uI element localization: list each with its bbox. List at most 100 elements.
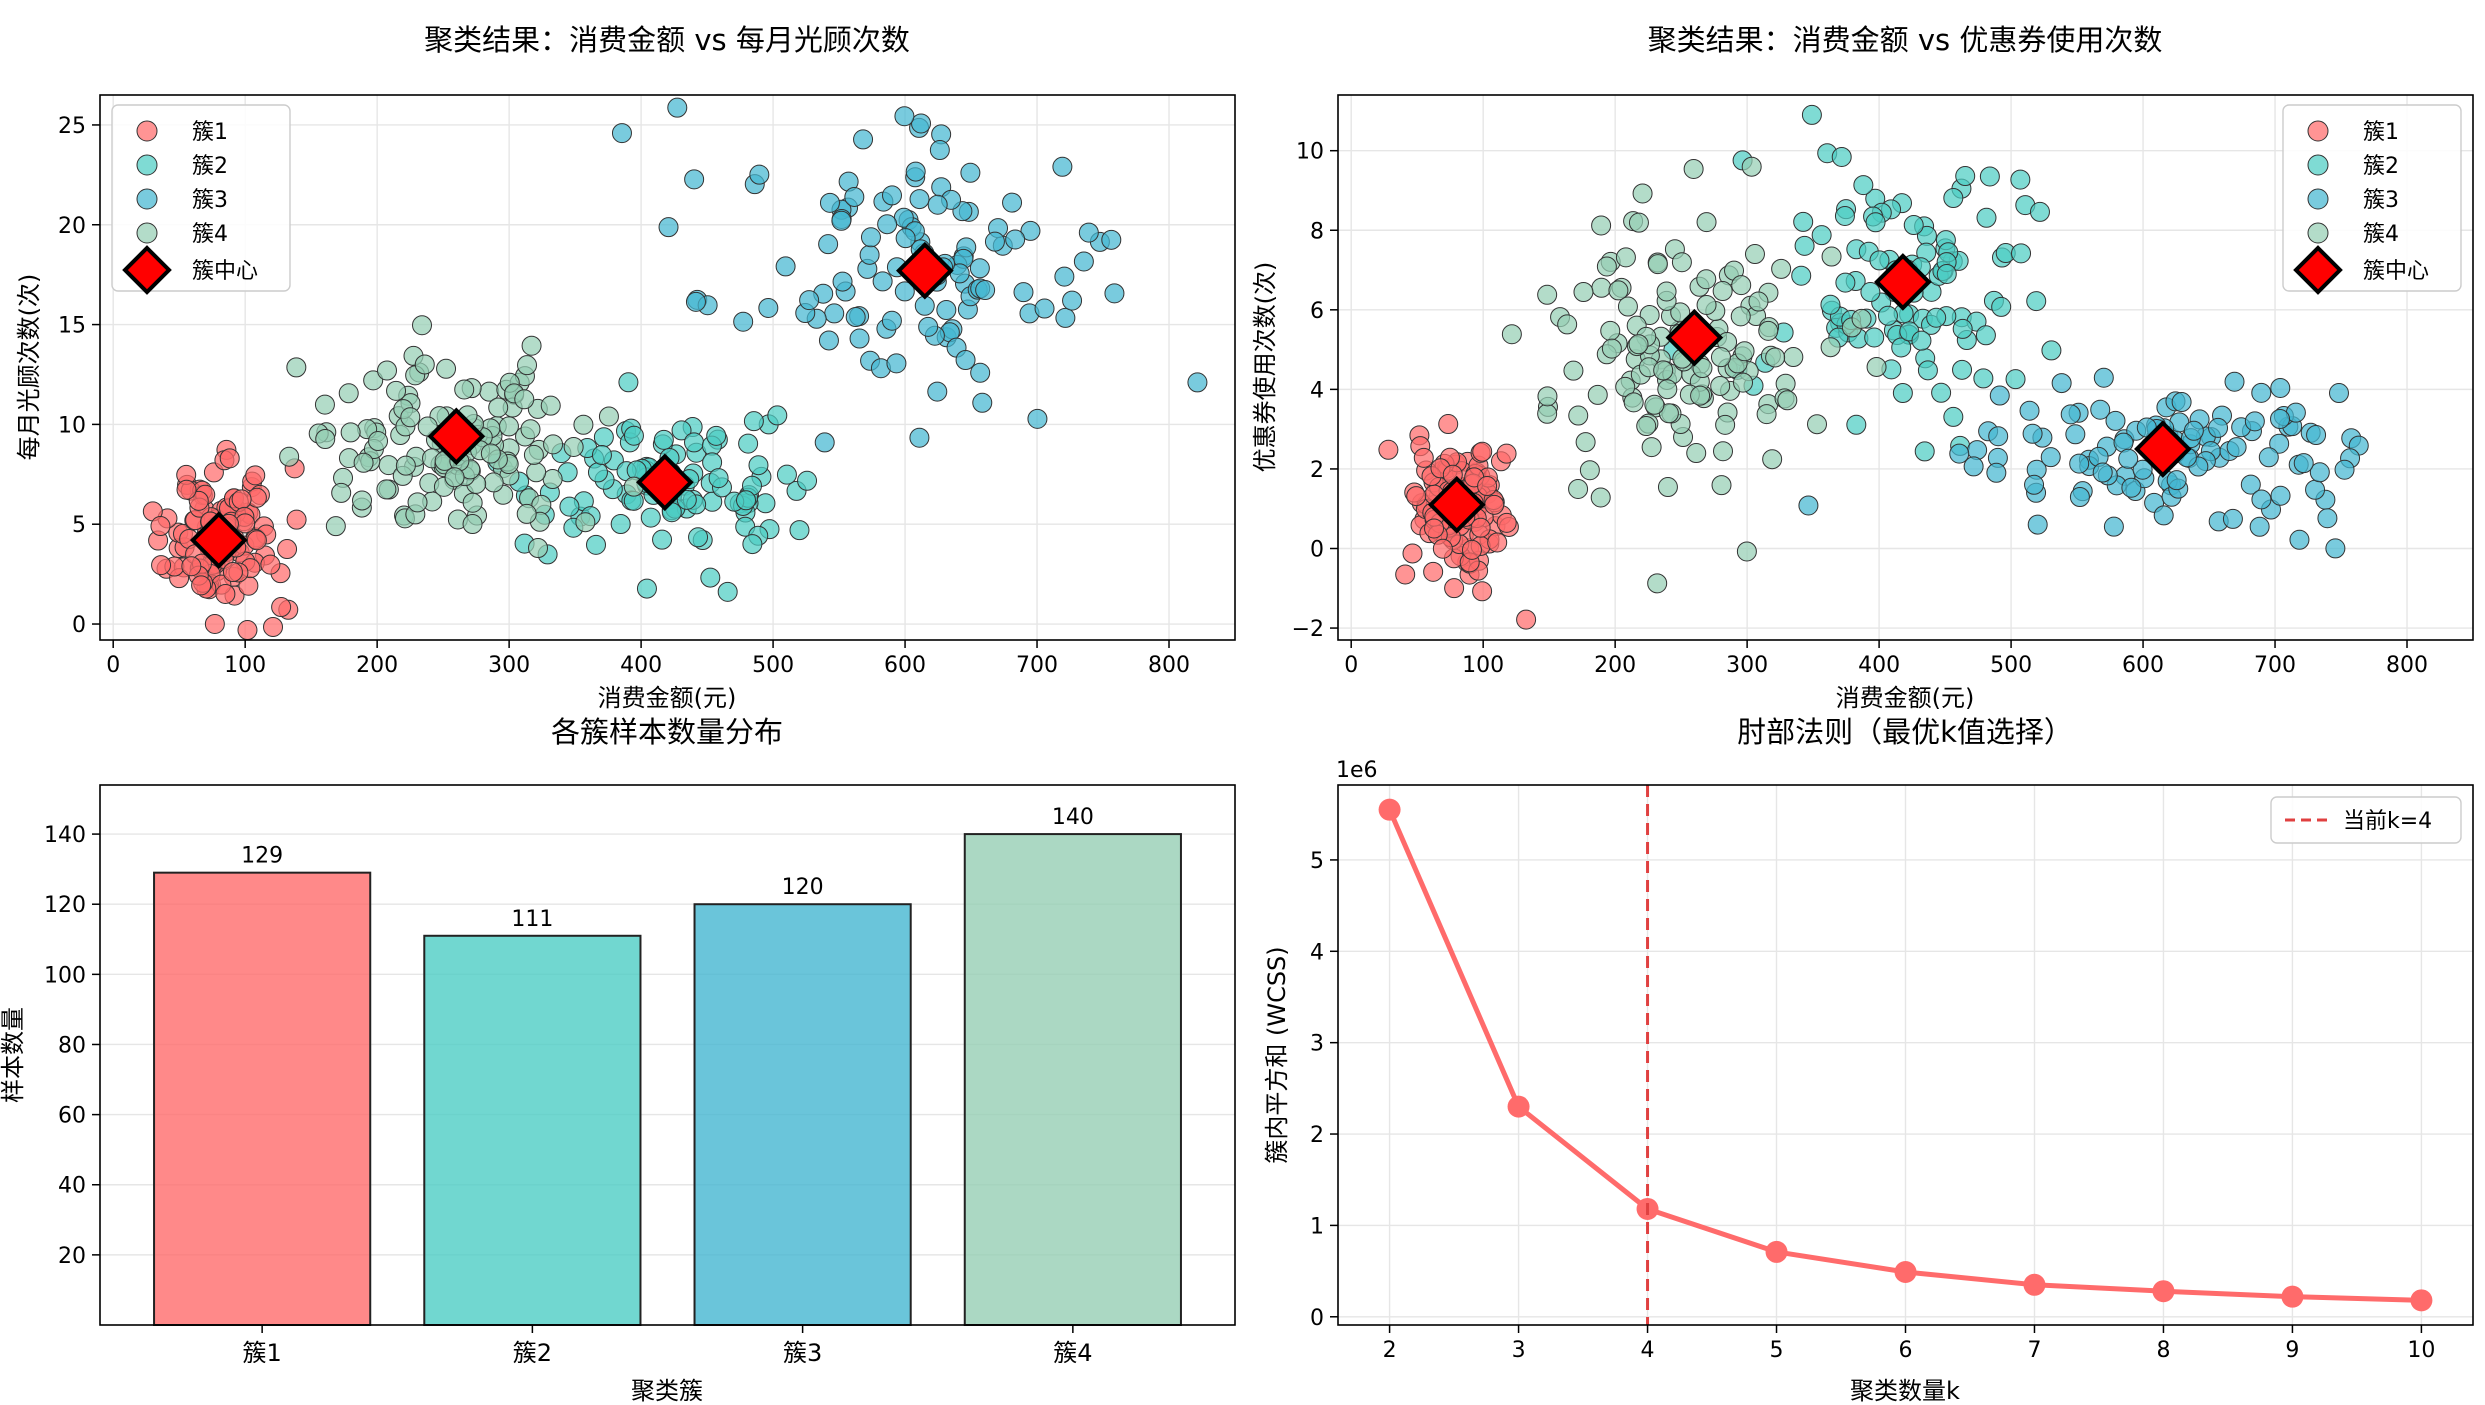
point-cluster-1 (263, 616, 284, 637)
point-cluster-4 (1628, 334, 1649, 355)
y-tick-label: 0 (1310, 538, 1324, 563)
point-cluster-4 (1590, 487, 1611, 508)
legend-box (2282, 104, 2462, 292)
x-tick-label: 100 (1462, 653, 1504, 678)
point-cluster-3 (2166, 470, 2187, 491)
point-cluster-3 (975, 280, 996, 301)
point-cluster-3 (2305, 479, 2326, 500)
wcss-point-k5 (1765, 1240, 1788, 1263)
point-cluster-1 (222, 562, 243, 583)
point-cluster-4 (1656, 281, 1677, 302)
legend-marker-cluster-1 (2307, 120, 2329, 142)
point-cluster-4 (483, 472, 504, 493)
point-cluster-3 (969, 258, 990, 279)
point-cluster-2 (1976, 207, 1997, 228)
point-cluster-3 (824, 303, 845, 324)
point-cluster-3 (955, 349, 976, 370)
point-cluster-2 (1979, 166, 2000, 187)
point-cluster-2 (1794, 235, 1815, 256)
point-cluster-3 (929, 140, 950, 161)
point-cluster-4 (315, 429, 336, 450)
point-cluster-4 (1608, 280, 1629, 301)
scatter1-legend: 簇1 簇2 簇3 簇4 簇中心 (111, 104, 291, 295)
point-cluster-1 (1470, 517, 1491, 538)
point-cluster-4 (1670, 302, 1691, 323)
scatter-panel-spend-vs-visits: 聚类结果：消费金额 vs 每月光顾次数 0 100 200 300 400 500 600 7… (15, 23, 1236, 712)
point-cluster-3 (849, 328, 870, 349)
point-cluster-3 (1963, 456, 1984, 477)
point-cluster-3 (1078, 222, 1099, 243)
point-cluster-3 (1187, 372, 1208, 393)
x-tick-label: 300 (488, 653, 530, 678)
point-cluster-4 (514, 389, 535, 410)
point-cluster-2 (700, 567, 721, 588)
legend-marker-cluster-1 (136, 120, 158, 142)
point-cluster-4 (1686, 443, 1707, 464)
point-cluster-4 (1710, 375, 1731, 396)
x-tick-label: 700 (1016, 653, 1058, 678)
point-cluster-4 (517, 355, 538, 376)
point-cluster-3 (1027, 408, 1048, 429)
point-cluster-3 (2183, 420, 2204, 441)
point-cluster-3 (2132, 459, 2153, 480)
point-cluster-4 (1820, 337, 1841, 358)
point-cluster-3 (2040, 447, 2061, 468)
point-cluster-4 (340, 422, 361, 443)
point-cluster-3 (2069, 453, 2090, 474)
point-cluster-2 (708, 468, 729, 489)
point-cluster-3 (972, 392, 993, 413)
x-tick-label: 2 (1383, 1338, 1397, 1363)
point-cluster-1 (260, 554, 281, 575)
point-cluster-2 (2026, 291, 2047, 312)
point-cluster-1 (1477, 476, 1498, 497)
point-cluster-4 (1579, 460, 1600, 481)
point-cluster-4 (400, 407, 421, 428)
bar-panel-cluster-sizes: 各簇样本数量分布 129 111 120 140 簇1 簇2 簇3 簇4 20 40 60 80 1… (0, 715, 1236, 1405)
point-cluster-3 (667, 97, 688, 118)
point-cluster-2 (767, 405, 788, 426)
point-cluster-3 (733, 311, 754, 332)
x-tick-label: 100 (224, 653, 266, 678)
legend-marker-cluster-2 (136, 154, 158, 176)
point-cluster-3 (853, 129, 874, 150)
cluster-center-4 (1665, 308, 1724, 367)
scatter1-points (142, 97, 1208, 641)
point-cluster-3 (1949, 443, 1970, 464)
point-cluster-2 (591, 445, 612, 466)
point-cluster-4 (1587, 384, 1608, 405)
point-cluster-4 (376, 479, 397, 500)
point-cluster-2 (1936, 263, 1957, 284)
point-cluster-4 (1591, 215, 1612, 236)
point-cluster-3 (960, 162, 981, 183)
point-cluster-4 (480, 443, 501, 464)
point-cluster-3 (886, 353, 907, 374)
scatter-panel-spend-vs-coupons: 聚类结果：消费金额 vs 优惠券使用次数 0 100 200 300 400 500 600… (1251, 23, 2474, 712)
elbow-y-ticks: 0 1 2 3 4 5 (1310, 849, 1338, 1331)
y-tick-label: 3 (1310, 1032, 1324, 1057)
point-cluster-3 (881, 310, 902, 331)
point-cluster-4 (1657, 379, 1678, 400)
point-cluster-3 (1104, 283, 1125, 304)
point-cluster-3 (984, 231, 1005, 252)
point-cluster-2 (738, 433, 759, 454)
point-cluster-3 (2328, 383, 2349, 404)
point-cluster-4 (444, 467, 465, 488)
point-cluster-3 (611, 123, 632, 144)
point-cluster-2 (1943, 406, 1964, 427)
y-tick-label: 4 (1310, 940, 1324, 965)
point-cluster-4 (1692, 358, 1713, 379)
x-tick-label: 8 (2156, 1338, 2170, 1363)
point-cluster-2 (1892, 383, 1913, 404)
point-cluster-4 (1623, 392, 1644, 413)
point-cluster-3 (2224, 371, 2245, 392)
legend-marker-cluster-3 (2307, 188, 2329, 210)
y-tick-label: 10 (58, 413, 86, 438)
bar-ylabel: 样本数量 (0, 1007, 27, 1103)
y-tick-label: 40 (58, 1174, 86, 1199)
point-cluster-3 (2022, 423, 2043, 444)
point-cluster-3 (684, 169, 705, 190)
point-cluster-1 (231, 489, 252, 510)
point-cluster-4 (1601, 338, 1622, 359)
y-tick-label: 120 (44, 893, 86, 918)
cluster-center-4 (427, 407, 486, 466)
